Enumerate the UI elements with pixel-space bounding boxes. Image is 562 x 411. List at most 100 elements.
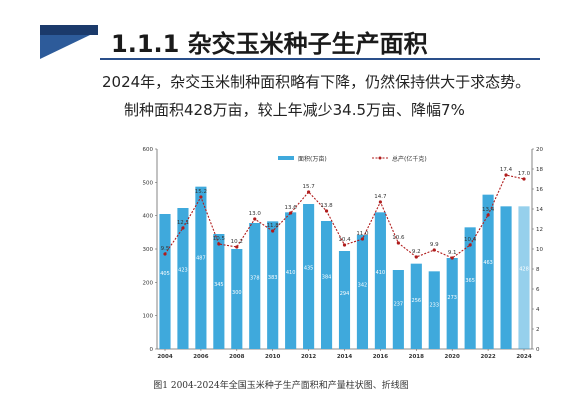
y-right-tick-label: 18: [536, 167, 543, 173]
bar-area-2013: [320, 221, 333, 349]
bar-area-2006: [195, 186, 207, 349]
point-value-label-2015: 11.0: [356, 231, 369, 237]
bar-value-label-2019: 233: [429, 302, 439, 308]
x-tick-label: 2020: [445, 354, 460, 360]
bar-area-2012: [303, 204, 315, 349]
bar-value-label-2007: 345: [214, 282, 224, 288]
point-value-label-2010: 11.8: [267, 223, 280, 229]
point-production-2021: [468, 243, 472, 247]
bar-area-2014: [338, 251, 351, 349]
bar-area-2021: [464, 227, 476, 349]
bar-value-label-2004: 405: [160, 271, 170, 277]
bar-area-2008: [231, 249, 243, 349]
summary-line-1: 2024年，杂交玉米制种面积略有下降，仍然保持供大于求态势。: [102, 73, 531, 91]
x-tick-label: 2008: [229, 354, 244, 360]
bar-area-2004: [159, 214, 171, 349]
header-triangle-decoration: [40, 35, 90, 59]
point-value-label-2012: 15.7: [302, 184, 315, 190]
point-value-label-2018: 9.2: [412, 249, 421, 255]
y-right-tick-label: 8: [536, 267, 540, 273]
point-production-2015: [360, 237, 365, 241]
point-value-label-2024: 17.0: [518, 171, 531, 177]
bar-area-2009: [249, 223, 261, 349]
bar-area-2019: [428, 271, 440, 349]
y-left-tick-label: 0: [150, 347, 154, 353]
point-production-2024: [522, 177, 526, 181]
point-value-label-2021: 10.4: [464, 237, 477, 243]
point-value-label-2004: 9.5: [161, 246, 170, 252]
point-production-2019: [432, 248, 436, 252]
point-value-label-2022: 13.4: [482, 207, 495, 213]
y-right-tick-label: 4: [536, 307, 540, 313]
point-production-2010: [271, 229, 275, 233]
figure-caption: 图1 2004-2024年全国玉米种子生产面积和产量柱状图、折线图: [153, 381, 409, 391]
y-right-tick-label: 6: [536, 287, 540, 293]
x-tick-label: 2022: [480, 354, 495, 360]
bar-value-label-2008: 300: [232, 290, 242, 296]
point-production-2023: [504, 173, 508, 177]
bar-area-2010: [267, 221, 279, 349]
title-underline: [100, 58, 540, 60]
x-tick-label: 2016: [373, 354, 388, 360]
header-bar-decoration: [40, 25, 98, 35]
bar-value-label-2010: 383: [268, 275, 278, 281]
point-value-label-2011: 13.6: [285, 205, 298, 211]
y-right-tick-label: 12: [536, 227, 543, 233]
point-production-2012: [307, 190, 311, 194]
point-production-2007: [217, 242, 221, 246]
bar-area-2023: [500, 206, 512, 349]
bar-value-label-2012: 435: [304, 265, 314, 271]
x-tick-label: 2014: [337, 354, 352, 360]
point-value-label-2013: 13.8: [320, 203, 333, 209]
bar-value-label-2011: 410: [286, 270, 296, 276]
x-tick-label: 2006: [193, 354, 208, 360]
y-left-tick-label: 600: [143, 147, 154, 153]
x-tick-label: 2018: [409, 354, 424, 360]
point-value-label-2014: 10.4: [338, 237, 351, 243]
y-right-tick-label: 2: [536, 327, 540, 333]
bar-value-label-2020: 273: [447, 295, 457, 301]
point-value-label-2006: 15.2: [195, 189, 207, 195]
point-value-label-2005: 12.1: [177, 220, 189, 226]
bar-value-label-2021: 365: [465, 278, 475, 284]
y-left-tick-label: 300: [143, 247, 154, 253]
y-right-tick-label: 0: [536, 347, 540, 353]
point-production-2006: [199, 195, 203, 199]
y-right-tick-label: 20: [536, 147, 543, 153]
bar-area-2022: [482, 194, 494, 349]
point-production-2005: [181, 226, 185, 230]
bar-area-2020: [446, 258, 458, 349]
bar-area-2011: [285, 212, 297, 349]
legend-swatch-production-point: [378, 156, 382, 160]
bar-value-label-2005: 423: [178, 267, 188, 273]
point-production-2016: [378, 200, 382, 204]
bar-value-label-2015: 342: [358, 282, 368, 288]
bar-value-label-2017: 237: [394, 302, 404, 308]
y-left-tick-label: 100: [143, 314, 154, 320]
bar-area-2017: [392, 270, 404, 349]
bar-area-2024: [518, 206, 530, 349]
bar-area-2018: [410, 263, 422, 349]
bar-area-2007: [213, 234, 225, 349]
point-value-label-2016: 14.7: [374, 194, 387, 200]
point-production-2014: [342, 243, 347, 247]
bar-area-2005: [177, 208, 189, 349]
slide-title: 1.1.1 杂交玉米种子生产面积: [111, 30, 428, 58]
point-production-2011: [289, 211, 293, 215]
bar-value-label-2013: 384: [322, 275, 332, 281]
x-tick-label: 2024: [516, 354, 531, 360]
point-production-2020: [450, 256, 454, 260]
point-value-label-2020: 9.1: [448, 250, 457, 256]
x-tick-label: 2004: [157, 354, 172, 360]
point-production-2004: [163, 252, 167, 256]
summary-line-2: 制种面积428万亩，较上年减少34.5万亩、降幅7%: [124, 101, 465, 119]
point-production-2022: [486, 213, 490, 217]
legend-label-production: 总产(亿千克): [392, 155, 427, 163]
legend-label-area: 面积(万亩): [298, 155, 327, 163]
bar-value-label-2018: 256: [412, 298, 422, 304]
bar-value-label-2006: 487: [196, 256, 206, 262]
point-production-2009: [253, 217, 257, 221]
point-value-label-2007: 10.5: [213, 236, 226, 242]
x-tick-label: 2012: [301, 354, 316, 360]
